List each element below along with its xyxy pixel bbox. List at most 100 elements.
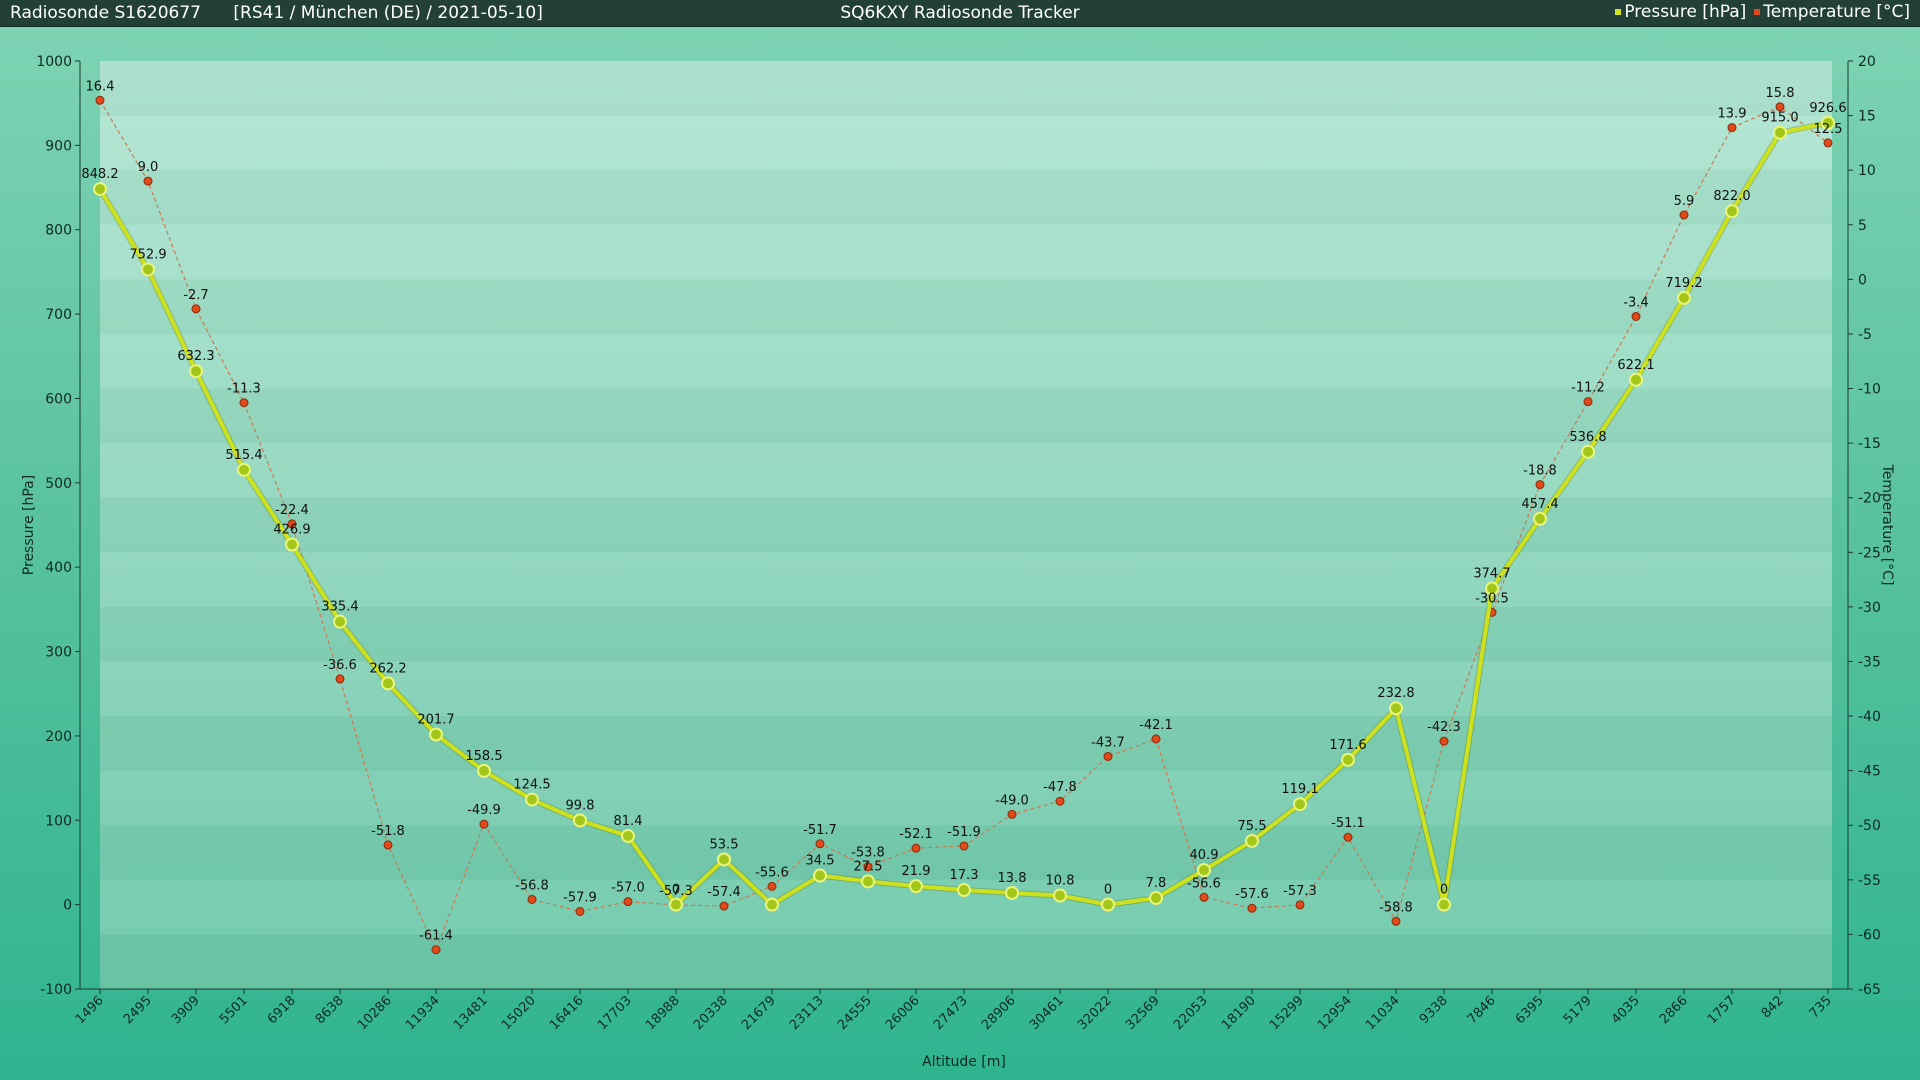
temperature-data-label: -57.9 [563,890,597,905]
temperature-series [95,95,1833,955]
x-tick-label: 2495 [121,993,155,1027]
temperature-point [767,881,777,891]
x-tick-label: 32022 [1075,993,1115,1033]
temperature-point [1055,796,1065,806]
data-labels: 848.2 752.9 632.3 515.4 426.9 335.4 262.2 201.7… [81,79,1846,943]
y-tick-label: 800 [45,223,72,239]
temperature-point [1775,102,1785,112]
pressure-point [1053,888,1067,903]
y2-tick-label: 10 [1858,163,1876,179]
pressure-point [1437,897,1451,912]
temperature-point [719,901,729,911]
temperature-data-label: -61.4 [419,929,453,944]
plot-band [100,661,1832,717]
pressure-point [813,868,827,883]
sonde-title: Radiosonde S1620677 [10,3,201,23]
temperature-point [1727,123,1737,133]
temperature-point [335,674,345,684]
y2-tick-label: 20 [1858,54,1876,70]
temperature-data-label: 16.4 [86,79,115,94]
pressure-data-label: 119.1 [1281,782,1318,797]
legend-item-temperature[interactable]: Temperature [°C] [1754,2,1910,22]
x-tick-label: 18988 [643,993,683,1033]
temperature-point [1439,736,1449,746]
plot-band [100,770,1832,826]
legend-label-pressure: Pressure [hPa] [1624,2,1747,22]
plot-band [100,170,1832,225]
x-tick-label: 16416 [547,993,587,1033]
temperature-point [479,819,489,829]
pressure-point [1677,290,1691,305]
x-tick-label: 10286 [355,993,395,1033]
pressure-point [1197,863,1211,878]
temperature-point [1823,138,1833,148]
temperature-data-label: -49.9 [467,803,501,818]
pressure-data-label: 232.8 [1377,686,1414,701]
pressure-data-label: 632.3 [177,349,214,364]
chart-legend: Pressure [hPa] Temperature [°C] [1615,2,1910,22]
plot-band [100,498,1832,553]
plot-band [100,279,1832,334]
pressure-point [1581,444,1595,459]
title-bar: Radiosonde S1620677 [RS41 / München (DE)… [0,0,1920,27]
plot-background [100,61,1832,989]
temperature-data-label: -53.8 [851,846,885,861]
temperature-point [239,398,249,408]
temperature-data-label: -57.4 [707,885,741,900]
pressure-point [573,813,587,828]
pressure-data-label: 335.4 [321,600,358,615]
y2-tick-label: -45 [1858,764,1881,780]
temperature-point [1151,734,1161,744]
plot-band [100,607,1832,662]
temperature-data-label: -30.5 [1475,591,1509,606]
x-tick-label: 28906 [979,993,1019,1033]
y2-tick-label: 15 [1858,109,1876,125]
x-tick-label: 11934 [403,993,443,1033]
temperature-data-label: -51.9 [947,825,981,840]
x-tick-label: 1496 [73,993,107,1027]
y-tick-label: 400 [45,560,72,576]
x-tick-label: 13481 [451,993,491,1033]
x-tick-label: 18190 [1219,993,1259,1033]
plot-bands [100,115,1832,989]
pressure-data-label: 622.1 [1617,358,1654,373]
temperature-point [911,843,921,853]
pressure-point [909,879,923,894]
pressure-data-label: 21.9 [902,864,931,879]
temperature-data-label: 9.0 [138,160,159,175]
x-tick-label: 12954 [1315,993,1355,1033]
temperature-data-label: -52.1 [899,827,933,842]
x-tick-label: 15299 [1267,993,1307,1033]
pressure-data-label: 10.8 [1046,874,1075,889]
temperature-data-label: -11.2 [1571,381,1605,396]
temperature-point [1343,832,1353,842]
temperature-data-label: -51.7 [803,823,837,838]
plot-band [100,934,1832,989]
pressure-point [1101,897,1115,912]
pressure-point [1149,891,1163,906]
y2-tick-label: 5 [1858,218,1867,234]
temperature-point [431,945,441,955]
temperature-data-label: -3.4 [1623,295,1648,310]
legend-swatch-temperature [1754,9,1761,15]
y2-tick-label: -55 [1858,873,1881,889]
temperature-data-label: -51.1 [1331,816,1365,831]
pressure-point [765,897,779,912]
pressure-point [1773,125,1787,140]
x-axis-title: Altitude [m] [922,1054,1006,1070]
temperature-point [1631,311,1641,321]
pressure-point [285,537,299,552]
temperature-data-label: 5.9 [1674,194,1695,209]
x-tick-label: 23113 [787,993,827,1033]
legend-swatch-pressure [1615,9,1622,15]
temperature-data-label: -43.7 [1091,735,1125,750]
pressure-data-label: 53.5 [710,838,739,853]
y2-tick-label: -20 [1858,491,1881,507]
legend-label-temperature: Temperature [°C] [1763,2,1910,22]
legend-item-pressure[interactable]: Pressure [hPa] [1615,2,1746,22]
pressure-point [717,852,731,867]
pressure-data-label: 719.2 [1665,276,1702,291]
temperature-point [1103,751,1113,761]
temperature-point [1583,397,1593,407]
y2-tick-label: -40 [1858,709,1881,725]
